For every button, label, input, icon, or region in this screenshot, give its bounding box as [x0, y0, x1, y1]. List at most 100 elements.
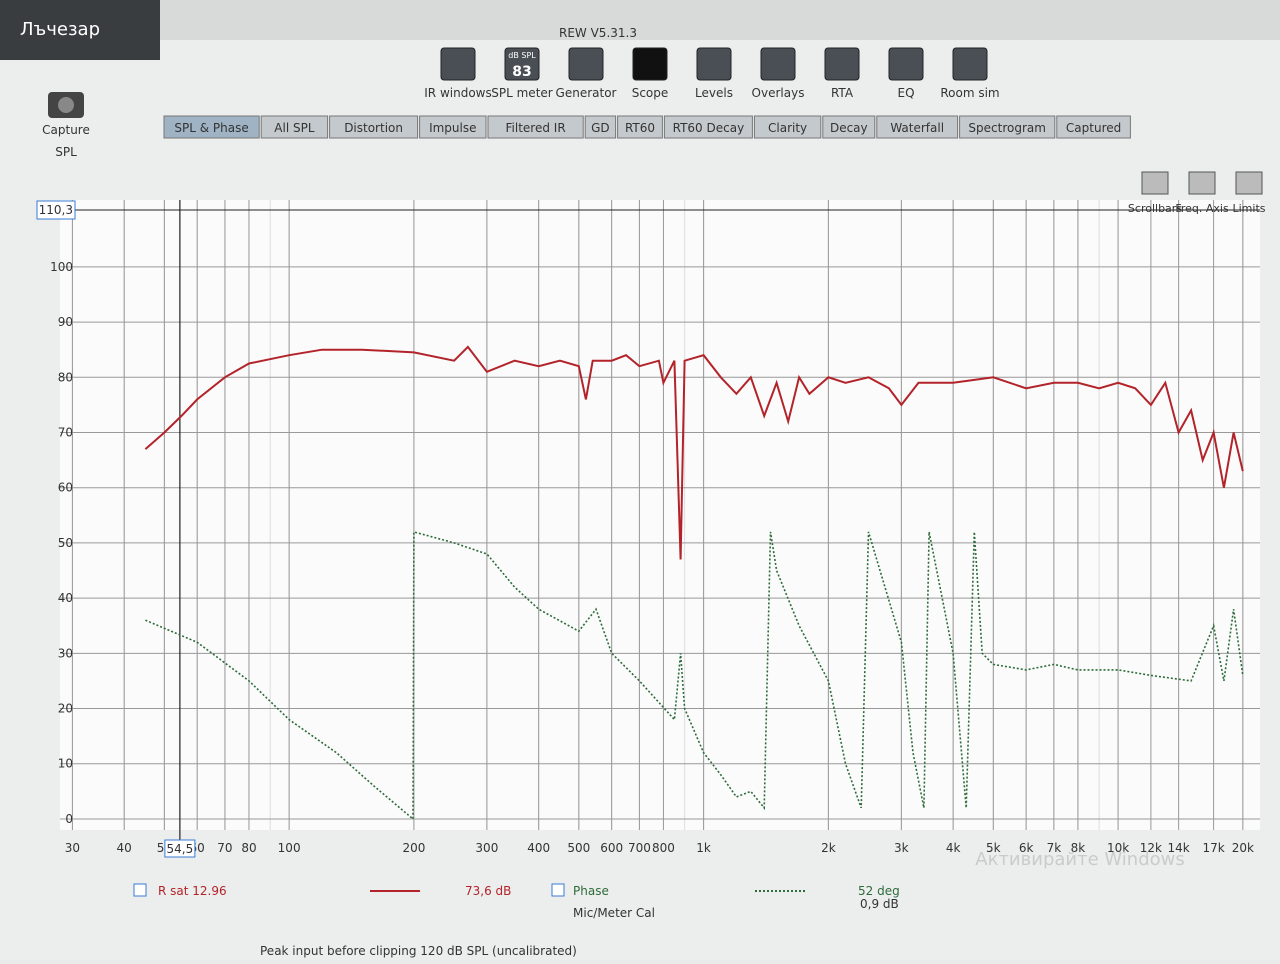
tab[interactable]: Clarity	[753, 115, 822, 139]
toolbar-icon	[760, 47, 796, 81]
cursor-box	[36, 200, 76, 220]
y-tick-label: 20	[58, 702, 73, 716]
tab[interactable]: All SPL	[260, 115, 329, 139]
toolbar-label: Levels	[695, 86, 733, 100]
tab[interactable]: Decay	[822, 115, 876, 139]
capture-button[interactable]: Capture SPL	[42, 92, 90, 159]
tab[interactable]: RT60 Decay	[663, 115, 753, 139]
tool-button[interactable]: Scrollbars	[1128, 171, 1182, 215]
capture-sub: SPL	[55, 145, 77, 159]
toolbar-button[interactable]: EQ	[888, 47, 924, 100]
tab-bg	[260, 115, 329, 139]
spl-icon-reading: 83	[512, 64, 531, 80]
x-tick-label: 500	[567, 841, 590, 855]
legend-checkbox[interactable]	[551, 883, 565, 897]
tab[interactable]: Filtered IR	[487, 115, 584, 139]
toolbar-label: Generator	[556, 86, 617, 100]
tab-label: RT60 Decay	[673, 121, 745, 135]
y-tick-label: 110,3	[39, 203, 73, 217]
x-tick-label: 10k	[1107, 841, 1129, 855]
y-tick-label: 50	[58, 536, 73, 550]
tab-bg	[753, 115, 822, 139]
toolbar-icon	[888, 47, 924, 81]
title-bar	[0, 0, 1280, 40]
toolbar-button[interactable]: IR windows	[424, 47, 492, 100]
toolbar-label: Room sim	[940, 86, 999, 100]
tab[interactable]: GD	[584, 115, 617, 139]
tab-label: Distortion	[344, 121, 403, 135]
desktop-strip	[0, 0, 160, 60]
toolbar-button[interactable]: SPL meter	[491, 47, 553, 100]
toolbar-button[interactable]: Room sim	[940, 47, 1000, 100]
x-tick-label: 1k	[696, 841, 711, 855]
x-tick-label: 40	[117, 841, 132, 855]
tool-label: Limits	[1233, 202, 1266, 215]
chart: 30 40 50 60 70 80 100 200 300 400 500 600 700 800 1k 2k…	[36, 200, 1260, 858]
x-tick-label: 2k	[821, 841, 836, 855]
legend-name: R sat 12.96	[158, 884, 227, 898]
y-tick-label: 100	[50, 260, 73, 274]
status-text: Peak input before clipping 120 dB SPL (u…	[260, 944, 577, 958]
plot-area	[60, 200, 1260, 830]
user-name: Лъчезар	[20, 19, 100, 40]
spl-icon-unit: dB SPL	[508, 51, 536, 60]
tool-icon	[1141, 171, 1169, 195]
y-tick-label: 90	[58, 315, 73, 329]
x-tick-label: 400	[527, 841, 550, 855]
tab-bg	[487, 115, 584, 139]
toolbar-icon	[824, 47, 860, 81]
tool-icon	[1235, 171, 1263, 195]
tab-label: Filtered IR	[506, 121, 566, 135]
tab[interactable]: Distortion	[329, 115, 419, 139]
toolbar-icon	[440, 47, 476, 81]
y-tick-label: 10	[58, 757, 73, 771]
tab[interactable]: RT60	[617, 115, 663, 139]
tab-bg	[163, 115, 260, 139]
tab[interactable]: Waterfall	[876, 115, 959, 139]
toolbar-label: Scope	[632, 86, 669, 100]
tab-bg	[584, 115, 617, 139]
tab-bg	[329, 115, 419, 139]
toolbar-label: RTA	[831, 86, 854, 100]
cursor-label: 54,5	[167, 842, 194, 856]
x-tick-label: 700	[628, 841, 651, 855]
tab-label: SPL & Phase	[174, 121, 248, 135]
tool-button[interactable]: Limits	[1233, 171, 1266, 215]
cal-label: Mic/Meter Cal	[573, 906, 655, 920]
toolbar-button[interactable]: Generator	[556, 47, 617, 100]
tab-label: RT60	[625, 121, 655, 135]
tab[interactable]: Spectrogram	[959, 115, 1056, 139]
toolbar-label: EQ	[897, 86, 914, 100]
tool-label: Freq. Axis	[1175, 202, 1229, 215]
tab-bg	[876, 115, 959, 139]
toolbar-label: IR windows	[424, 86, 491, 100]
x-tick-label: 8k	[1071, 841, 1086, 855]
tab-bg	[959, 115, 1056, 139]
x-tick-label: 6k	[1019, 841, 1034, 855]
legend-value: 52 deg	[858, 884, 900, 898]
x-tick-label: 100	[278, 841, 301, 855]
tab-bg	[663, 115, 753, 139]
x-tick-label: 17k	[1202, 841, 1224, 855]
tool-icon	[1188, 171, 1216, 195]
toolbar-button[interactable]: Levels	[695, 47, 733, 100]
tool-button[interactable]: Freq. Axis	[1175, 171, 1229, 215]
tab-label: Spectrogram	[968, 121, 1046, 135]
toolbar-icon	[952, 47, 988, 81]
toolbar-button[interactable]: RTA	[824, 47, 860, 100]
tab[interactable]: Captured	[1056, 115, 1131, 139]
x-tick-label: 80	[241, 841, 256, 855]
tab[interactable]: Impulse	[419, 115, 487, 139]
tab-label: Waterfall	[890, 121, 944, 135]
legend-name: Phase	[573, 884, 609, 898]
x-tick-label: 14k	[1168, 841, 1190, 855]
tool-label: Scrollbars	[1128, 202, 1182, 215]
toolbar-button[interactable]: Scope	[632, 47, 669, 100]
x-tick-label: 70	[217, 841, 232, 855]
tab-bg	[617, 115, 663, 139]
tab[interactable]: SPL & Phase	[163, 115, 260, 139]
toolbar-button[interactable]: Overlays	[752, 47, 805, 100]
legend: R sat 12.96 73,6 dB Phase 52 deg Mic/Meter C…	[133, 883, 900, 920]
cursor-box	[164, 839, 196, 858]
legend-checkbox[interactable]	[133, 883, 147, 897]
